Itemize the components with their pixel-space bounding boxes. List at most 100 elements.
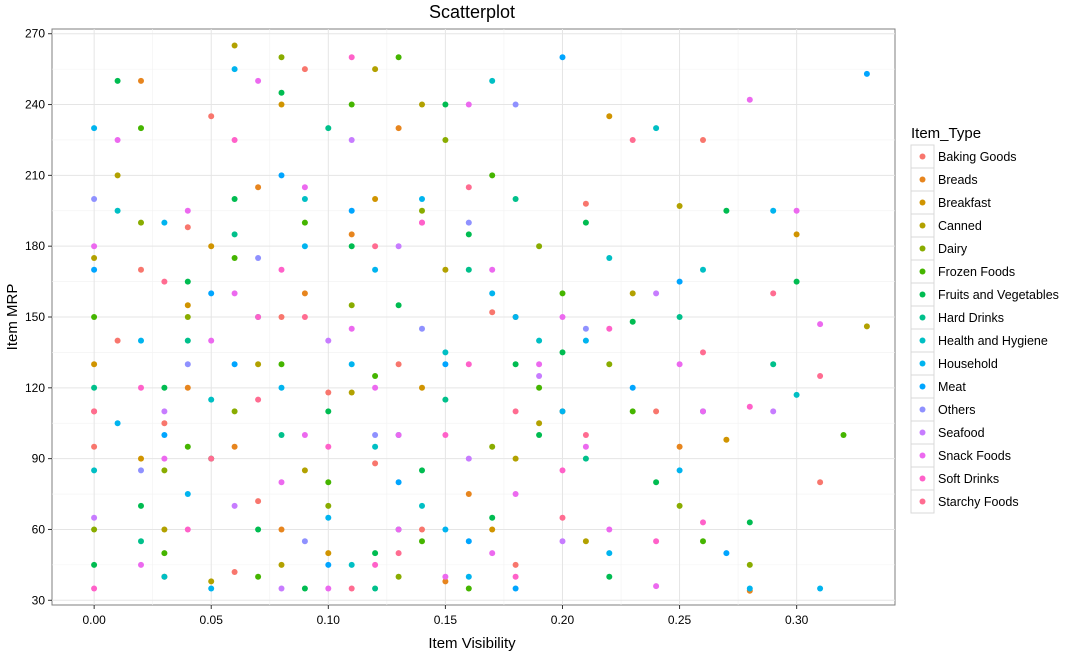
data-point [301, 219, 308, 226]
data-point [559, 538, 566, 545]
data-point [395, 526, 402, 533]
data-point [208, 396, 215, 403]
data-point [325, 443, 332, 450]
chart-title: Scatterplot [429, 2, 515, 22]
data-point [559, 349, 566, 356]
data-point [325, 585, 332, 592]
data-point [723, 550, 730, 557]
data-point [301, 432, 308, 438]
data-point [231, 255, 238, 261]
data-point [582, 538, 589, 545]
data-point [512, 101, 519, 108]
data-point [161, 219, 168, 226]
data-point [606, 573, 613, 580]
legend-items: Baking Goods Breads Breakfast Canned Dairy Fr… [910, 144, 1059, 514]
data-point [348, 585, 355, 592]
data-point [301, 314, 308, 320]
data-point [138, 77, 144, 84]
data-point [161, 573, 168, 580]
data-point [278, 479, 285, 486]
data-point [138, 538, 144, 545]
data-point [465, 184, 472, 191]
legend-marker [919, 268, 926, 275]
data-point [278, 561, 285, 568]
legend-label: Seafood [938, 426, 985, 440]
data-point [395, 432, 402, 438]
legend-marker [919, 199, 926, 206]
data-point [512, 314, 519, 320]
data-point [582, 200, 589, 207]
data-point [208, 337, 215, 344]
data-point [231, 137, 238, 143]
data-point [582, 443, 589, 450]
data-point [559, 514, 566, 521]
data-point [184, 384, 191, 391]
legend-label: Snack Foods [938, 449, 1011, 463]
data-point [138, 455, 144, 462]
data-point [372, 384, 379, 391]
legend-label: Meat [938, 380, 966, 394]
data-point [512, 585, 519, 592]
data-point [442, 396, 449, 403]
legend-label: Breakfast [938, 196, 991, 210]
data-points [91, 42, 870, 594]
legend-label: Starchy Foods [938, 495, 1019, 509]
data-point [419, 384, 425, 391]
data-point [442, 573, 449, 580]
data-point [184, 443, 191, 450]
data-point [348, 101, 355, 108]
data-point [184, 526, 191, 533]
legend-label: Frozen Foods [938, 265, 1015, 279]
legend-marker [919, 291, 926, 298]
data-point [91, 526, 98, 533]
data-point [231, 408, 238, 415]
y-tick-label: 210 [25, 168, 45, 182]
data-point [723, 207, 730, 214]
y-tick-label: 60 [32, 522, 46, 536]
data-point [231, 443, 238, 450]
data-point [770, 361, 777, 368]
data-point [442, 101, 449, 108]
data-point [676, 203, 683, 209]
data-point [231, 569, 238, 575]
data-point [372, 550, 379, 557]
data-point [465, 491, 472, 497]
y-tick-label: 120 [25, 381, 45, 395]
data-point [372, 432, 379, 438]
data-point [91, 443, 98, 450]
data-point [629, 318, 636, 325]
data-point [700, 519, 706, 526]
data-point [372, 196, 379, 202]
data-point [676, 467, 683, 474]
data-point [325, 514, 332, 521]
data-point [536, 243, 543, 250]
axes: 0.00 0.05 0.10 0.15 0.20 0.25 0.30 30 60 90 120 150… [25, 27, 809, 627]
data-point [629, 408, 636, 415]
data-point [184, 491, 191, 497]
data-point [91, 243, 98, 250]
data-point [653, 479, 660, 486]
legend-marker [919, 475, 926, 482]
data-point [114, 207, 121, 214]
legend-marker [919, 498, 926, 505]
data-point [395, 302, 402, 309]
data-point [512, 573, 519, 580]
data-point [372, 443, 379, 450]
data-point [114, 337, 121, 344]
data-point [606, 526, 613, 533]
x-tick-label: 0.20 [551, 613, 575, 627]
legend-label: Hard Drinks [938, 311, 1004, 325]
data-point [489, 290, 496, 297]
data-point [700, 349, 706, 356]
data-point [208, 585, 215, 592]
data-point [208, 578, 215, 585]
data-point [793, 231, 800, 238]
data-point [489, 514, 496, 521]
data-point [325, 337, 332, 344]
data-point [91, 514, 98, 521]
data-point [255, 77, 262, 84]
data-point [489, 77, 496, 84]
data-point [184, 278, 191, 285]
data-point [512, 491, 519, 497]
